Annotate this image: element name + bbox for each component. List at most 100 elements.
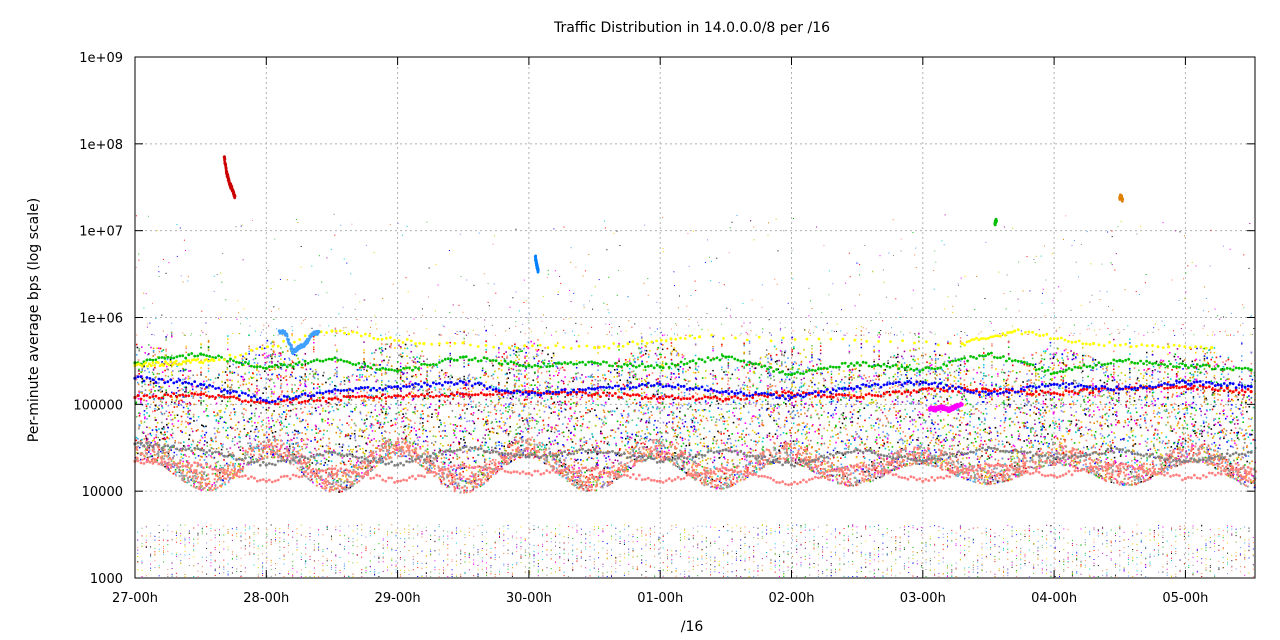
data-point <box>826 429 829 432</box>
data-point <box>1205 416 1208 419</box>
data-point <box>687 460 690 463</box>
data-point <box>229 426 232 429</box>
data-point <box>1132 439 1134 442</box>
data-point <box>320 404 323 407</box>
data-point <box>755 466 757 469</box>
data-point <box>422 397 425 400</box>
data-point <box>1083 401 1086 403</box>
data-point <box>522 409 525 412</box>
data-point <box>1247 455 1250 457</box>
data-point <box>234 463 237 465</box>
data-point <box>582 381 584 384</box>
data-point <box>681 422 684 425</box>
data-point <box>1085 439 1088 442</box>
data-point <box>257 436 259 438</box>
data-point <box>138 427 140 430</box>
data-point <box>737 419 740 421</box>
data-point <box>258 440 260 443</box>
data-point <box>279 448 281 450</box>
data-point <box>1151 475 1154 477</box>
data-point <box>822 377 825 380</box>
data-point <box>863 461 865 464</box>
data-point <box>226 427 229 429</box>
data-point <box>920 390 923 392</box>
data-point <box>515 354 517 356</box>
data-point <box>335 443 337 446</box>
data-point <box>428 406 431 408</box>
data-point <box>469 450 472 452</box>
data-point <box>794 440 797 442</box>
data-point <box>300 366 303 369</box>
data-point <box>989 481 992 483</box>
data-point <box>531 419 534 422</box>
data-point <box>722 483 725 486</box>
data-point <box>1044 403 1047 405</box>
data-point <box>1204 413 1206 415</box>
data-point <box>881 411 884 414</box>
data-point <box>463 439 465 441</box>
data-point <box>771 385 774 387</box>
data-point <box>910 441 912 444</box>
data-point <box>1213 418 1215 420</box>
data-point <box>551 440 554 443</box>
data-point <box>385 384 388 387</box>
data-point <box>1111 449 1114 452</box>
data-point <box>843 382 846 384</box>
data-point <box>189 409 191 412</box>
data-point <box>425 440 427 442</box>
data-point <box>1064 439 1066 441</box>
data-point <box>778 417 780 420</box>
data-point <box>494 447 497 449</box>
data-point <box>757 432 760 435</box>
data-point <box>580 415 582 418</box>
data-point <box>248 435 251 437</box>
data-point <box>497 465 499 468</box>
data-point <box>1100 437 1103 440</box>
data-point <box>139 391 142 393</box>
data-point <box>526 383 528 385</box>
data-point <box>570 417 573 420</box>
data-point <box>558 418 560 420</box>
data-point <box>224 407 227 410</box>
data-point <box>651 406 654 408</box>
data-point <box>966 402 969 405</box>
data-point <box>175 392 178 394</box>
data-point <box>293 424 295 426</box>
data-point <box>263 347 266 350</box>
data-point <box>932 434 935 436</box>
data-point <box>616 459 619 462</box>
data-point <box>547 382 549 384</box>
data-point <box>786 420 788 422</box>
data-point <box>378 401 380 404</box>
data-point <box>1053 364 1055 366</box>
data-point <box>940 396 942 399</box>
data-point <box>335 385 337 388</box>
data-point <box>913 360 916 362</box>
data-point <box>1053 396 1055 398</box>
data-point <box>441 369 443 372</box>
data-point <box>648 432 650 434</box>
data-point <box>1197 428 1199 430</box>
data-point <box>1103 381 1106 384</box>
data-point <box>1158 367 1161 369</box>
data-point <box>608 395 610 398</box>
data-point <box>370 426 372 429</box>
data-point <box>966 385 968 388</box>
data-point <box>806 409 809 412</box>
data-point <box>248 456 250 458</box>
data-point <box>604 466 606 468</box>
data-point <box>158 408 160 410</box>
data-point <box>227 481 230 484</box>
data-point <box>939 441 942 444</box>
data-point <box>969 433 972 436</box>
data-point <box>997 443 1000 446</box>
data-point <box>516 376 518 378</box>
data-point <box>634 440 636 443</box>
data-point <box>765 349 768 351</box>
data-point <box>785 405 788 408</box>
data-point <box>268 448 271 450</box>
data-point <box>910 395 913 397</box>
data-point <box>1177 405 1180 407</box>
data-point <box>1085 465 1087 468</box>
data-point <box>770 377 772 380</box>
